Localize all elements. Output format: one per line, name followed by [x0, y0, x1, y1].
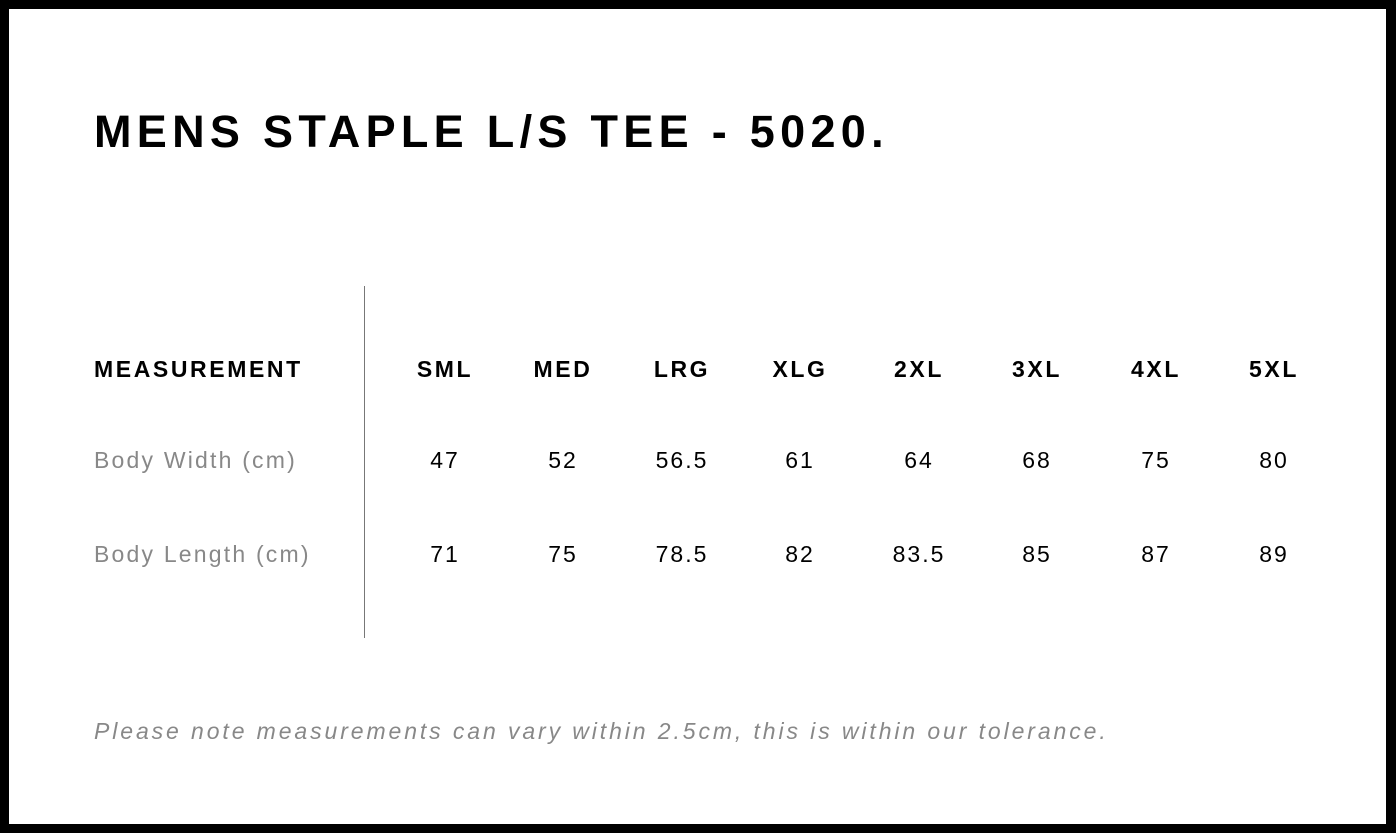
- table-cell: 87: [1141, 541, 1171, 567]
- size-header-sml: SML: [416, 356, 474, 382]
- size-header-med: MED: [533, 356, 593, 382]
- table-cell: 75: [1141, 447, 1171, 473]
- size-header-2xl: 2XL: [894, 356, 944, 382]
- row-label-body-length: Body Length (cm): [94, 541, 311, 567]
- size-header-5xl: 5XL: [1249, 356, 1299, 382]
- table-cell: 78.5: [655, 541, 709, 567]
- tolerance-note: Please note measurements can vary within…: [94, 718, 1109, 744]
- table-cell: 85: [1022, 541, 1052, 567]
- table-cell: 82: [785, 541, 815, 567]
- table-cell: 68: [1022, 447, 1052, 473]
- table-cell: 61: [785, 447, 815, 473]
- table-cell: 71: [430, 541, 460, 567]
- table-cell: 75: [548, 541, 578, 567]
- size-header-3xl: 3XL: [1012, 356, 1062, 382]
- measurement-header: MEASUREMENT: [94, 356, 303, 382]
- table-cell: 56.5: [655, 447, 709, 473]
- row-label-body-width: Body Width (cm): [94, 447, 297, 473]
- table-cell: 83.5: [892, 541, 946, 567]
- page-title: MENS STAPLE L/S TEE - 5020.: [94, 106, 889, 157]
- column-divider: [364, 286, 365, 638]
- table-cell: 52: [548, 447, 578, 473]
- table-cell: 89: [1259, 541, 1289, 567]
- table-cell: 47: [430, 447, 460, 473]
- table-cell: 80: [1259, 447, 1289, 473]
- size-chart-sheet: MENS STAPLE L/S TEE - 5020. MEASUREMENT …: [9, 9, 1386, 824]
- table-cell: 64: [904, 447, 934, 473]
- size-header-lrg: LRG: [653, 356, 711, 382]
- size-header-xlg: XLG: [772, 356, 828, 382]
- size-header-4xl: 4XL: [1131, 356, 1181, 382]
